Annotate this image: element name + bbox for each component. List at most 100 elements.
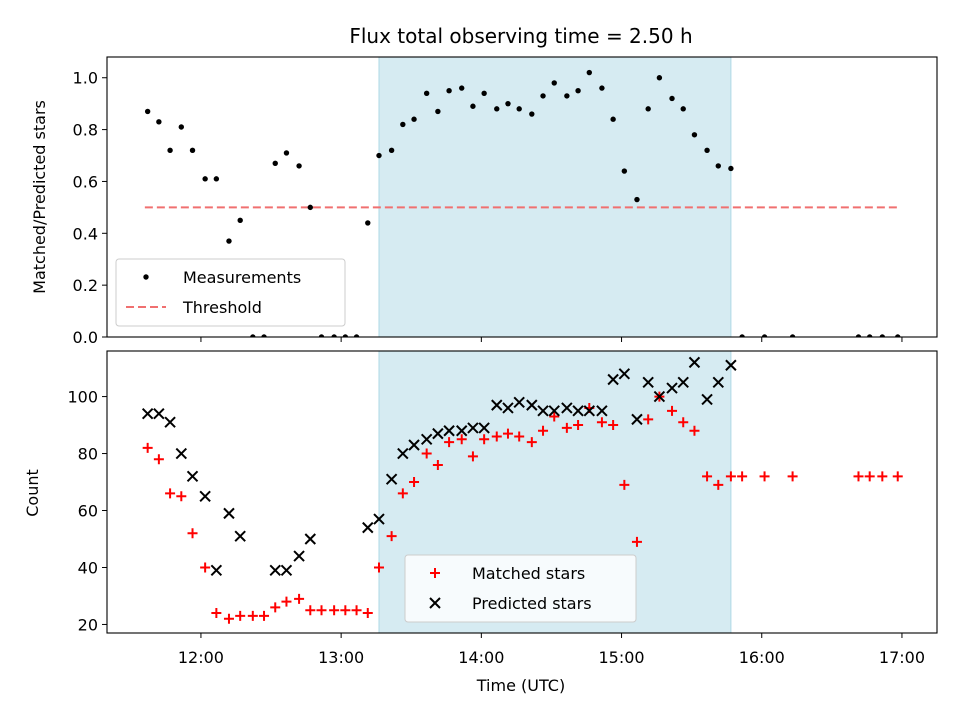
measurement-point <box>213 176 220 182</box>
predicted-star-point <box>478 422 490 434</box>
measurement-point <box>167 147 173 154</box>
matched-star-point <box>864 471 875 482</box>
measurement-point <box>564 93 570 99</box>
measurement-point <box>331 334 337 337</box>
chart-title: Flux total observing time = 2.50 h <box>349 24 692 48</box>
matched-star-point <box>725 471 736 482</box>
measurement-point <box>226 238 232 244</box>
measurement-point <box>586 69 592 76</box>
predicted-star-point <box>572 405 584 417</box>
matched-star-point <box>247 610 258 621</box>
measurement-point <box>867 334 873 337</box>
top-y-tick-label: 0.0 <box>73 328 98 347</box>
matched-star-point <box>316 605 327 616</box>
matched-star-point <box>853 471 864 482</box>
measurement-point <box>761 334 768 337</box>
matched-star-point <box>643 414 654 425</box>
measurement-point <box>645 106 651 112</box>
measurement-point <box>388 147 395 154</box>
matched-star-point <box>305 605 316 616</box>
predicted-star-point <box>456 425 468 437</box>
predicted-star-point <box>432 427 444 440</box>
measurement-point <box>400 121 406 128</box>
matched-star-point <box>538 425 549 436</box>
predicted-star-point <box>199 490 211 502</box>
matched-star-point <box>526 437 537 448</box>
measurement-point <box>715 163 721 169</box>
predicted-star-point <box>502 402 514 414</box>
bottom-y-tick-label: 40 <box>78 558 98 577</box>
predicted-star-point <box>561 402 573 414</box>
predicted-star-point <box>583 405 596 417</box>
measurement-point <box>575 88 581 94</box>
measurement-point <box>551 80 557 86</box>
top-data-layer <box>144 69 901 337</box>
top-y-tick-label: 0.2 <box>73 276 98 295</box>
predicted-star-point <box>141 407 154 420</box>
measurement-point <box>365 220 371 226</box>
measurement-point <box>634 196 640 203</box>
bottom-y-axis-label: Count <box>23 469 42 517</box>
measurement-point <box>342 334 349 337</box>
measurement-point <box>599 85 605 91</box>
bottom-y-tick-label: 60 <box>78 502 98 521</box>
predicted-star-point <box>304 533 317 545</box>
matched-star-point <box>713 479 724 490</box>
measurement-point <box>376 152 382 159</box>
measurement-point <box>459 85 465 91</box>
bottom-data-layer <box>141 356 903 624</box>
predicted-star-point <box>596 405 608 417</box>
matched-star-point <box>409 477 420 488</box>
predicted-star-point <box>269 564 281 577</box>
measurement-point <box>610 116 616 122</box>
matched-star-point <box>165 488 176 499</box>
measurement-point <box>704 147 710 154</box>
predicted-star-point <box>491 399 503 411</box>
bottom-y-tick-label: 80 <box>78 445 98 464</box>
bottom-y-tick-label: 100 <box>67 388 98 407</box>
matched-star-point <box>142 442 153 453</box>
bottom-axes-frame <box>106 350 938 634</box>
matched-star-point <box>432 459 443 470</box>
measurement-point <box>621 168 628 174</box>
measurement-point <box>144 108 151 115</box>
matched-star-point <box>223 613 234 624</box>
predicted-star-point <box>677 376 689 389</box>
measurement-point <box>353 334 360 337</box>
measurement-point <box>855 334 862 337</box>
legend-threshold-label: Threshold <box>182 298 262 317</box>
predicted-star-point <box>420 433 433 446</box>
matched-star-point <box>892 471 903 482</box>
predicted-star-point <box>293 550 305 562</box>
matched-star-point <box>479 434 490 445</box>
x-axis-label: Time (UTC) <box>476 676 565 695</box>
measurement-point <box>481 90 487 96</box>
predicted-star-point <box>548 405 560 417</box>
matched-star-point <box>667 405 678 416</box>
matched-star-point <box>456 434 467 445</box>
measurement-point <box>250 334 256 337</box>
matched-star-point <box>514 431 525 442</box>
measurement-point <box>283 150 290 156</box>
matched-star-point <box>187 528 198 539</box>
legend-predicted-label: Predicted stars <box>472 594 592 613</box>
matched-star-point <box>877 471 888 482</box>
matched-star-point <box>294 593 305 604</box>
predicted-star-point <box>280 564 293 577</box>
measurement-point <box>156 119 162 125</box>
measurement-point <box>423 90 430 96</box>
predicted-star-point <box>234 530 246 542</box>
top-observing-window <box>378 56 732 338</box>
matched-star-point <box>444 437 455 448</box>
predicted-star-point <box>408 439 420 451</box>
matched-star-point <box>270 602 281 613</box>
matched-star-point <box>373 562 384 573</box>
matched-star-point <box>259 610 270 621</box>
measurement-point <box>669 95 675 102</box>
predicted-star-point <box>725 359 737 371</box>
predicted-star-point <box>175 447 188 460</box>
predicted-star-point <box>373 513 385 525</box>
matched-star-point <box>340 605 351 616</box>
legend-matched-marker <box>430 568 440 578</box>
matched-star-point <box>549 411 560 422</box>
